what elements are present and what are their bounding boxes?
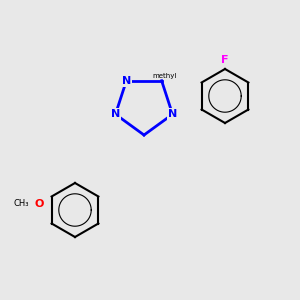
Text: N: N: [168, 109, 177, 119]
Text: O: O: [34, 199, 44, 209]
Text: N: N: [122, 76, 131, 86]
Text: CH₃: CH₃: [13, 200, 29, 208]
Text: methyl: methyl: [153, 73, 177, 79]
Text: F: F: [221, 55, 229, 65]
Text: N: N: [111, 109, 120, 119]
